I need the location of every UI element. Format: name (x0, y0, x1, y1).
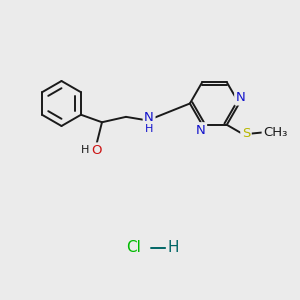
Text: H: H (81, 146, 89, 155)
Text: CH₃: CH₃ (263, 126, 288, 139)
Text: N: N (196, 124, 206, 137)
Text: H: H (145, 124, 153, 134)
Text: H: H (168, 240, 179, 255)
Text: N: N (236, 91, 245, 104)
Text: Cl: Cl (126, 240, 141, 255)
Text: S: S (242, 127, 250, 140)
Text: N: N (144, 111, 154, 124)
Text: O: O (91, 144, 102, 157)
